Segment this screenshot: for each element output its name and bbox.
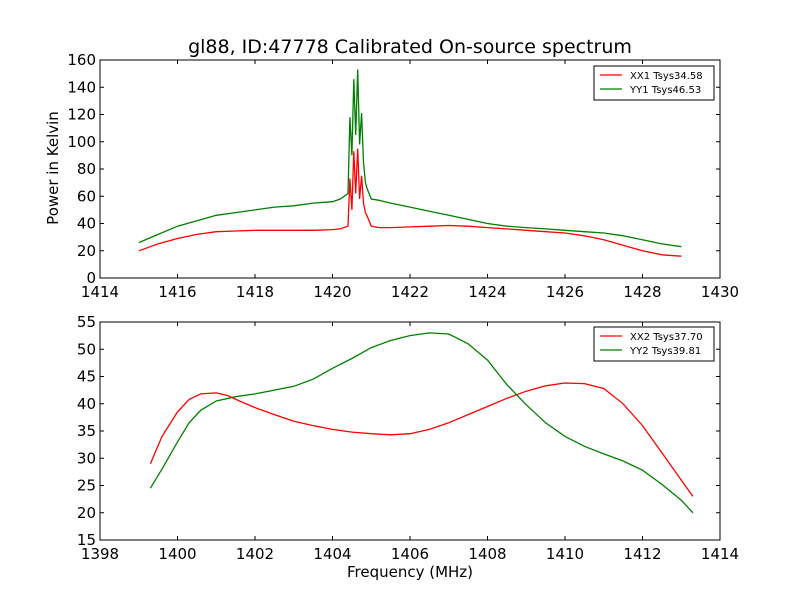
x-tick-label: 1422 [391, 283, 429, 301]
legend-label: XX2 Tsys37.70 [630, 332, 703, 343]
y-tick-label: 80 [77, 160, 96, 178]
chart-title: gl88, ID:47778 Calibrated On-source spec… [188, 36, 632, 58]
y-tick-label: 40 [77, 395, 96, 413]
top-spectrum-panel: 1414 1416 1418 1420 1422 1424 1426 1428 1430 0 20 4… [67, 51, 739, 301]
legend: XX1 Tsys34.58 YY1 Tsys46.53 [593, 65, 715, 101]
y-tick-label: 25 [77, 477, 96, 495]
series-line-yy [138, 69, 682, 248]
legend: XX2 Tsys37.70 YY2 Tsys39.81 [593, 326, 715, 362]
y-axis-label: Power in Kelvin [44, 111, 62, 225]
bottom-spectrum-panel: 1398 1400 1402 1404 1406 1408 1410 1412 1414 15 20… [77, 313, 739, 563]
x-tick-label: 1404 [313, 545, 351, 563]
legend-label: YY2 Tsys39.81 [629, 346, 701, 357]
y-tick-label: 15 [77, 531, 96, 549]
x-tick-label: 1400 [158, 545, 196, 563]
legend-box [593, 65, 715, 101]
y-tick-label: 100 [67, 133, 96, 151]
x-tick-label: 1414 [81, 283, 119, 301]
y-tick-label: 20 [77, 242, 96, 260]
x-tick-label: 1416 [158, 283, 196, 301]
series-line-xx [138, 148, 682, 257]
x-tick-label: 1418 [236, 283, 274, 301]
legend-box [593, 326, 715, 362]
series-line-yy [149, 332, 694, 514]
x-tick-label: 1424 [468, 283, 506, 301]
x-tick-label: 1402 [236, 545, 274, 563]
legend-label: XX1 Tsys34.58 [630, 71, 703, 82]
x-tick-label: 1406 [391, 545, 429, 563]
y-tick-label: 55 [77, 313, 96, 331]
y-tick-label: 60 [77, 187, 96, 205]
y-tick-label: 160 [67, 51, 96, 69]
x-tick-label: 1420 [313, 283, 351, 301]
legend-label: YY1 Tsys46.53 [629, 85, 701, 96]
x-tick-label: 1414 [701, 545, 739, 563]
y-tick-label: 120 [67, 106, 96, 124]
x-tick-label: 1428 [623, 283, 661, 301]
x-tick-label: 1398 [81, 545, 119, 563]
y-tick-label: 0 [86, 269, 96, 287]
y-tick-label: 40 [77, 215, 96, 233]
y-tick-label: 140 [67, 78, 96, 96]
x-tick-label: 1408 [468, 545, 506, 563]
x-axis-label: Frequency (MHz) [347, 563, 473, 581]
y-tick-label: 30 [77, 449, 96, 467]
y-tick-label: 50 [77, 340, 96, 358]
y-tick-label: 20 [77, 504, 96, 522]
series-line-xx [149, 382, 694, 497]
y-tick-label: 35 [77, 422, 96, 440]
x-tick-label: 1410 [546, 545, 584, 563]
x-tick-label: 1426 [546, 283, 584, 301]
x-tick-label: 1430 [701, 283, 739, 301]
x-tick-label: 1412 [623, 545, 661, 563]
y-tick-label: 45 [77, 368, 96, 386]
